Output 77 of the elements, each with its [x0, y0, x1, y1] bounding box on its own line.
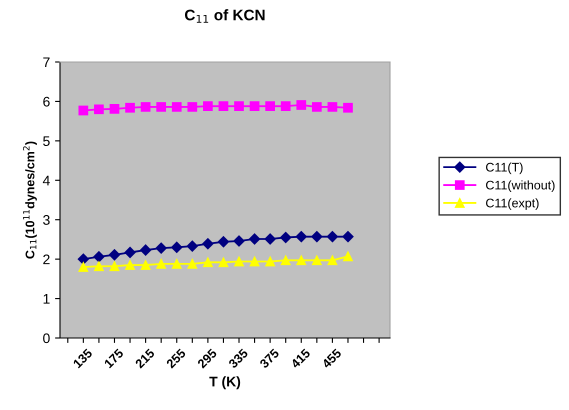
x-axis-title: T (K) [209, 376, 240, 390]
x-tick-label: 295 [196, 348, 218, 369]
y-tick-label: 6 [43, 96, 50, 107]
point [265, 256, 276, 266]
point [78, 106, 88, 116]
y-tick-label: 5 [43, 136, 50, 146]
point [218, 257, 228, 268]
legend-label: C11(T) [486, 162, 523, 174]
point [78, 254, 89, 265]
y-axis-title: C$_{11}$(10$^{11}$dynes/cm$^{2}$) [23, 142, 37, 259]
point [265, 101, 276, 112]
point [280, 232, 292, 244]
point [140, 102, 150, 112]
point [328, 255, 338, 266]
point [248, 233, 260, 245]
point [186, 240, 198, 252]
point [326, 231, 338, 242]
point [343, 102, 353, 113]
point [250, 256, 260, 266]
legend-label: C11(expt) [486, 198, 539, 210]
point [140, 244, 152, 256]
y-tick-label: 3 [43, 215, 50, 225]
x-tick-label: 255 [166, 348, 186, 369]
point [94, 104, 104, 114]
point [187, 259, 198, 269]
x-tick-label: 135 [72, 348, 93, 368]
point [125, 260, 135, 270]
chart-title: C$_{11}$ of KCN [184, 9, 265, 23]
point [203, 101, 213, 112]
point [218, 236, 230, 248]
y-tick-label: 7 [43, 57, 50, 68]
point [110, 104, 120, 114]
point [343, 252, 353, 262]
point [280, 101, 291, 112]
y-tick-label: 0 [43, 333, 50, 344]
point [108, 249, 120, 260]
point [156, 102, 166, 112]
point [203, 257, 213, 268]
point [296, 100, 306, 110]
point [280, 255, 291, 266]
point [218, 101, 228, 112]
point [172, 102, 182, 112]
legend-label: C11(without) [486, 180, 555, 192]
point [328, 102, 338, 112]
x-tick-label: 455 [321, 348, 342, 369]
point [202, 238, 214, 250]
x-tick-label: 415 [290, 348, 311, 369]
x-tick-label: 375 [259, 348, 280, 369]
point [296, 255, 306, 266]
point [312, 255, 322, 266]
point [78, 262, 88, 272]
point [124, 246, 136, 258]
point [264, 233, 276, 245]
point [187, 102, 198, 112]
point [234, 101, 244, 112]
y-tick-label: 4 [42, 176, 50, 186]
point [156, 242, 167, 254]
point [312, 102, 322, 112]
point [94, 261, 104, 272]
point [250, 101, 260, 112]
point [234, 256, 244, 266]
point [296, 231, 307, 242]
point [311, 231, 322, 242]
point [342, 231, 354, 242]
point [233, 235, 245, 247]
point [171, 242, 182, 253]
x-tick-label: 175 [104, 348, 124, 368]
x-tick-label: 215 [134, 348, 156, 369]
y-tick-label: 1 [44, 294, 50, 304]
point [110, 261, 120, 272]
point [156, 259, 166, 269]
point [172, 259, 182, 269]
point [140, 260, 150, 270]
y-tick-label: 2 [43, 254, 50, 264]
point [93, 251, 105, 262]
x-tick-label: 335 [228, 348, 249, 369]
point [125, 102, 135, 113]
